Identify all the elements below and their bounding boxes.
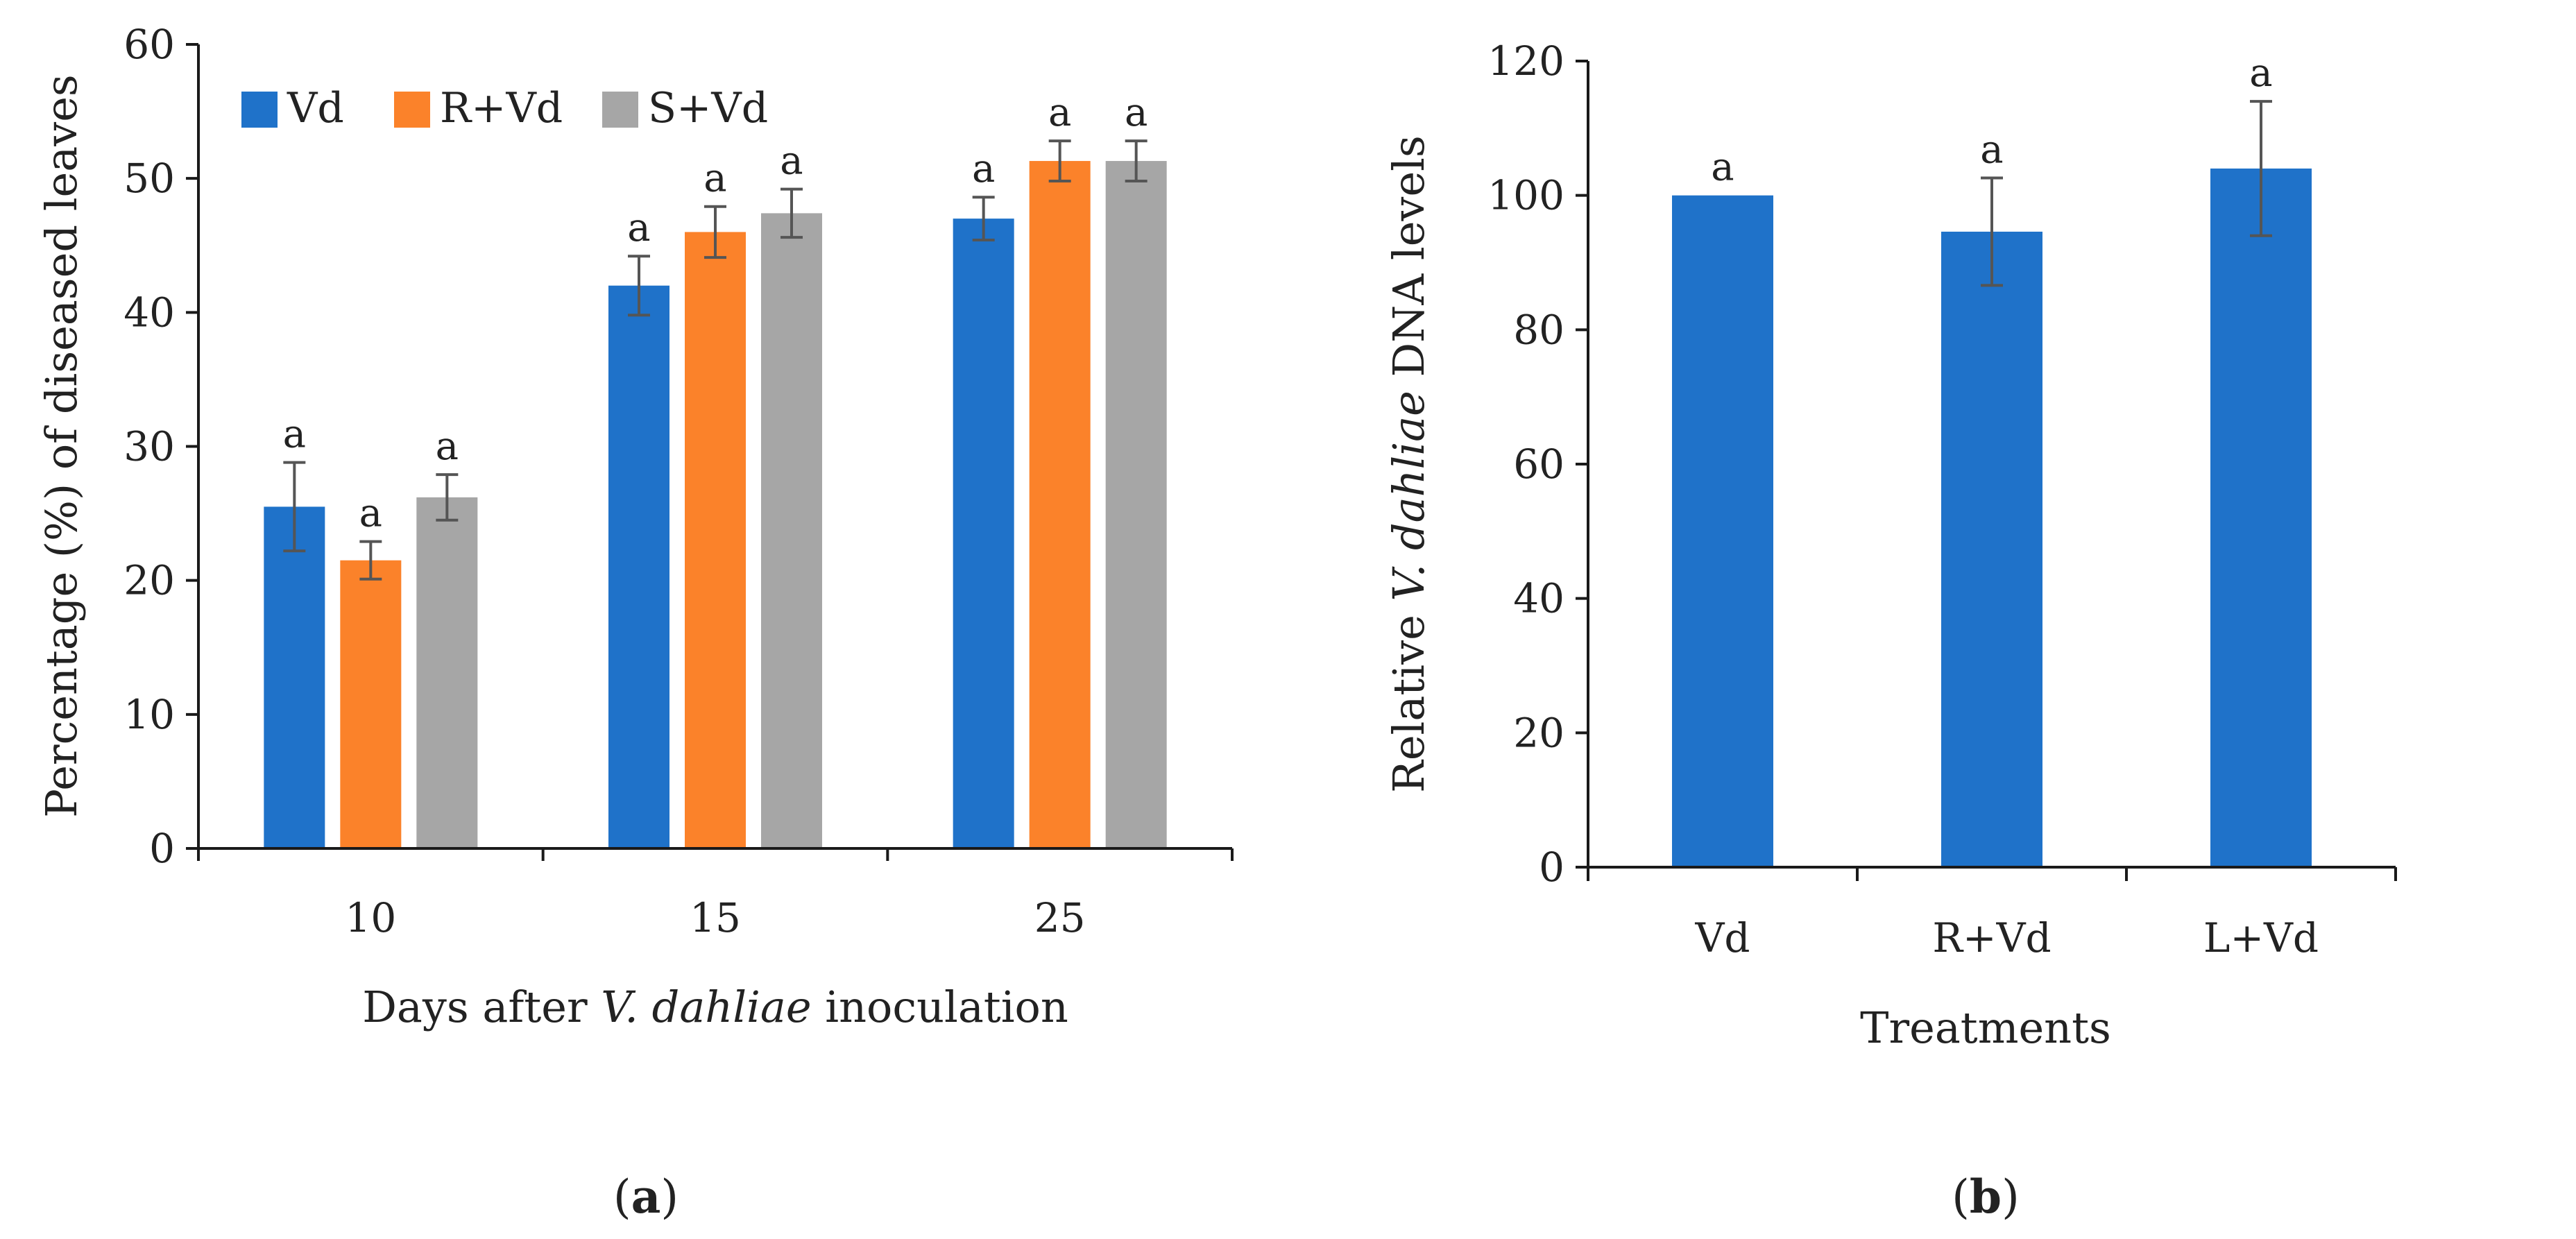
error-bar-r-vd-day-10 bbox=[359, 540, 382, 581]
bar-r-vd-day-25 bbox=[1029, 161, 1091, 848]
panel-a-significance-letters: a a a a a a a a a bbox=[283, 90, 1148, 536]
legend-label-r-vd: R+Vd bbox=[440, 84, 563, 133]
panel-b-x-ticks: Vd R+Vd L+Vd bbox=[1587, 867, 2397, 962]
x-tick-label: 25 bbox=[1034, 894, 1086, 941]
y-tick-label: 80 bbox=[1513, 306, 1564, 353]
panel-a-marks bbox=[264, 161, 1167, 848]
bar-r-vd-day-15 bbox=[685, 232, 746, 848]
panel-a-x-axis-title: Days after V. dahliae inoculation bbox=[362, 982, 1068, 1032]
bar-s-vd-day-25 bbox=[1105, 161, 1167, 848]
x-tick-label: 10 bbox=[345, 894, 396, 941]
bar-vd-day-10 bbox=[264, 506, 325, 848]
error-bar-vd-day-15 bbox=[628, 255, 650, 317]
error-bar-s-vd-day-10 bbox=[436, 473, 459, 522]
panel-a-caption: (a) bbox=[613, 1170, 679, 1224]
y-tick-label: 20 bbox=[123, 557, 175, 604]
bar-vd-day-25 bbox=[953, 219, 1014, 848]
y-tick-label: 30 bbox=[123, 423, 175, 470]
panel-a-y-ticks: 0 10 20 30 40 50 60 bbox=[123, 21, 198, 872]
bar-s-vd-day-10 bbox=[416, 497, 478, 848]
x-tick-label: R+Vd bbox=[1932, 914, 2051, 962]
sig-letter-s-vd-day-25: a bbox=[1125, 90, 1148, 135]
error-bar-r-vd-day-25 bbox=[1048, 139, 1071, 183]
error-bar-s-vd-day-25 bbox=[1125, 139, 1148, 183]
sig-letter-r-vd-day-10: a bbox=[359, 491, 382, 536]
bar-r-vd-day-10 bbox=[340, 560, 402, 848]
panel-a-legend: Vd R+Vd S+Vd bbox=[241, 84, 768, 133]
legend-swatch-r-vd bbox=[394, 92, 430, 128]
panel-b-marks bbox=[1672, 168, 2312, 868]
panel-b-y-ticks: 0 20 40 60 80 100 120 bbox=[1487, 37, 1588, 891]
y-tick-label: 60 bbox=[1513, 441, 1564, 488]
sig-letter-vd-day-10: a bbox=[283, 412, 306, 457]
sig-letter-l-vd: a bbox=[2249, 51, 2272, 96]
bar-l-vd bbox=[2210, 168, 2312, 867]
error-bar-r-vd-day-15 bbox=[704, 205, 726, 259]
legend-swatch-s-vd bbox=[602, 92, 638, 128]
panel-a-y-axis-title: Percentage (%) of diseased leaves bbox=[36, 74, 87, 817]
x-tick-label: Vd bbox=[1694, 914, 1750, 962]
legend-label-vd: Vd bbox=[287, 84, 344, 133]
y-tick-label: 60 bbox=[123, 21, 175, 68]
x-tick-label: 15 bbox=[690, 894, 741, 941]
y-tick-label: 0 bbox=[1539, 844, 1564, 891]
panel-a-x-ticks: 10 15 25 bbox=[197, 848, 1234, 941]
panel-b-y-axis-title: Relative V. dahliae DNA levels bbox=[1383, 135, 1434, 793]
sig-letter-r-vd: a bbox=[1980, 127, 2003, 172]
chart-panel-b: a a a 0 20 40 60 80 100 120 Vd R+Vd L+Vd Relative … bbox=[1383, 37, 2397, 1224]
bar-vd bbox=[1672, 195, 1773, 868]
sig-letter-r-vd-day-15: a bbox=[703, 156, 726, 201]
error-bar-vd-day-25 bbox=[972, 196, 995, 242]
panel-b-error-bars bbox=[1981, 100, 2272, 287]
bar-r-vd bbox=[1941, 231, 2042, 867]
y-tick-label: 10 bbox=[123, 691, 175, 738]
error-bar-vd-day-10 bbox=[283, 461, 306, 553]
error-bar-l-vd bbox=[2250, 100, 2272, 237]
panel-b-x-axis-title: Treatments bbox=[1860, 1002, 2111, 1053]
y-tick-label: 100 bbox=[1487, 172, 1564, 219]
y-tick-label: 0 bbox=[149, 825, 175, 872]
sig-letter-s-vd-day-10: a bbox=[436, 424, 459, 469]
sig-letter-vd-day-15: a bbox=[627, 205, 650, 250]
sig-letter-s-vd-day-15: a bbox=[780, 139, 803, 184]
sig-letter-vd-day-25: a bbox=[972, 146, 995, 191]
legend-label-s-vd: S+Vd bbox=[648, 84, 768, 133]
bar-s-vd-day-15 bbox=[761, 213, 822, 848]
y-tick-label: 120 bbox=[1487, 37, 1564, 85]
panel-a-error-bars bbox=[283, 139, 1148, 581]
x-tick-label: L+Vd bbox=[2203, 914, 2319, 962]
y-tick-label: 20 bbox=[1513, 709, 1564, 756]
bar-vd-day-15 bbox=[608, 285, 669, 848]
y-tick-label: 50 bbox=[123, 155, 175, 202]
chart-panel-a: a a a a a a a a a 0 10 20 30 40 50 60 10 15 25 Vd R+Vd S… bbox=[36, 21, 1234, 1224]
y-tick-label: 40 bbox=[1513, 575, 1564, 622]
sig-letter-vd: a bbox=[1711, 145, 1734, 190]
sig-letter-r-vd-day-25: a bbox=[1048, 90, 1071, 135]
legend-swatch-vd bbox=[241, 92, 278, 128]
panel-b-significance-letters: a a a bbox=[1711, 51, 2272, 190]
error-bar-s-vd-day-15 bbox=[781, 187, 803, 239]
panel-b-caption: (b) bbox=[1952, 1170, 2020, 1224]
error-bar-r-vd bbox=[1981, 176, 2003, 287]
y-tick-label: 40 bbox=[123, 289, 175, 336]
